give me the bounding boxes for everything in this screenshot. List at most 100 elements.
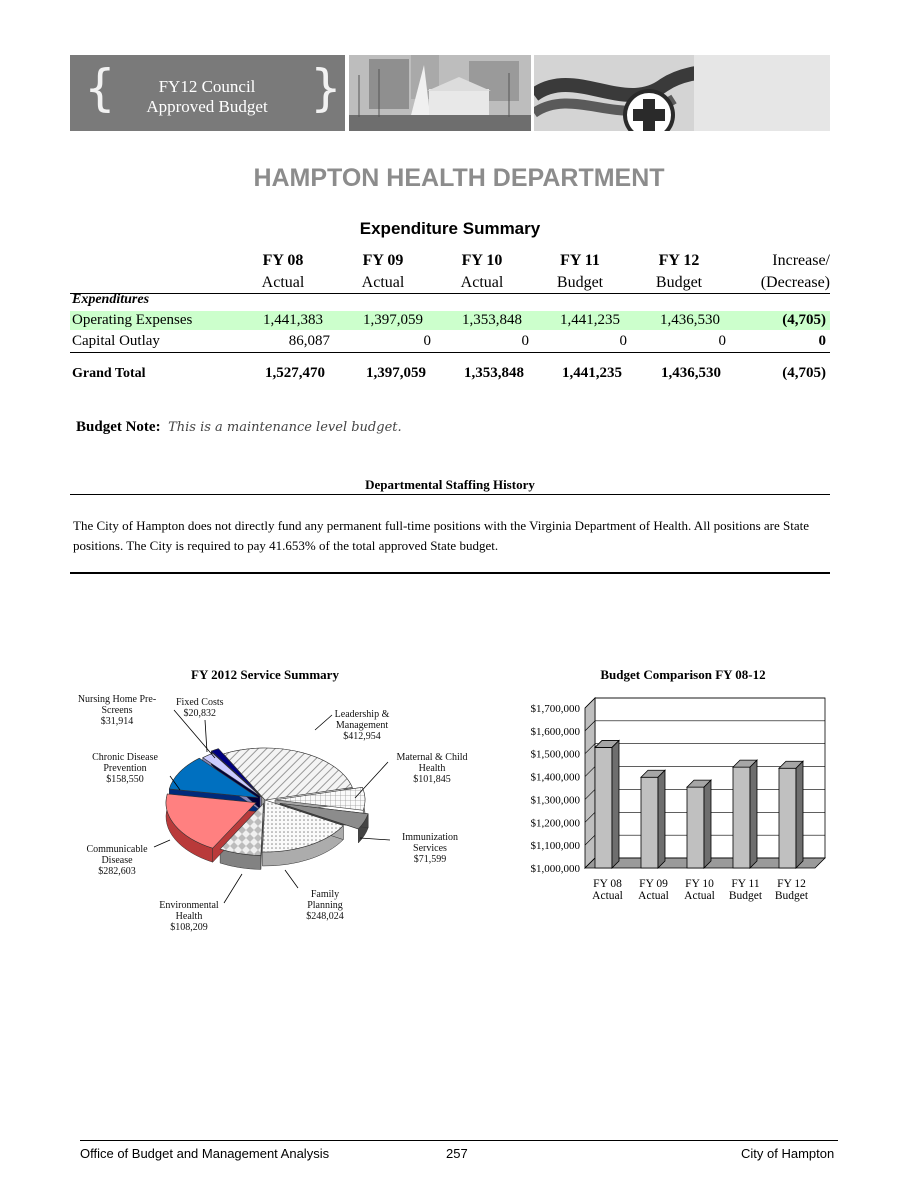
pie-label-value: $248,024 bbox=[306, 911, 344, 922]
y-tick-label: $1,100,000 bbox=[531, 840, 581, 852]
col-header-fy08: FY 08 Actual bbox=[238, 250, 328, 294]
pie-label-text: Maternal & Child Health bbox=[396, 752, 468, 774]
x-tick-label-line1: FY 09 bbox=[639, 878, 668, 890]
pie-slice bbox=[168, 757, 259, 798]
gridline bbox=[584, 697, 825, 709]
operating-expenses-label: Operating Expenses bbox=[72, 312, 193, 328]
y-tick-label: $1,700,000 bbox=[531, 703, 581, 715]
pie-leader-line bbox=[223, 873, 243, 904]
budget-comparison-bar-chart: $1,000,000 $1,100,000 $1,200,000 $1,300,000… bbox=[531, 697, 826, 902]
pie-label-text: Immunization Services bbox=[401, 832, 459, 854]
x-tick-label-line2: Actual bbox=[684, 890, 715, 902]
bar-side bbox=[703, 779, 712, 869]
pie-slice bbox=[210, 748, 261, 796]
left-brace-icon: { bbox=[84, 59, 116, 117]
table-cell: 86,087 bbox=[288, 333, 330, 349]
table-cell: 1,441,235 bbox=[562, 365, 622, 381]
pie-label-value: $158,550 bbox=[106, 774, 144, 785]
banner-title-line2: Approved Budget bbox=[146, 97, 268, 116]
table-cell: 1,436,530 bbox=[661, 365, 721, 381]
table-cell: 1,527,470 bbox=[265, 365, 325, 381]
pie-label-text: Communicable Disease bbox=[86, 844, 148, 866]
banner-title: FY12 Council Approved Budget bbox=[132, 77, 282, 117]
pie-slice bbox=[202, 752, 262, 798]
pie-slice bbox=[274, 786, 366, 811]
table-cell: 1,397,059 bbox=[366, 365, 426, 381]
table-cell: (4,705) bbox=[782, 365, 826, 381]
pie-label-text: Chronic Disease Prevention bbox=[92, 752, 158, 774]
header-banner: { FY12 Council Approved Budget } bbox=[70, 55, 830, 131]
gridline bbox=[584, 743, 825, 754]
col-header-fy11: FY 11 Budget bbox=[535, 250, 625, 294]
col-header-line1: FY 11 bbox=[560, 252, 600, 269]
pie-label-value: $101,845 bbox=[413, 774, 451, 785]
footer-city: City of Hampton bbox=[741, 1146, 835, 1161]
pie-label-value: $412,954 bbox=[343, 731, 381, 742]
pie-label-value: $71,599 bbox=[413, 854, 447, 865]
operating-expenses-highlight bbox=[70, 311, 830, 330]
col-header-line2: Actual bbox=[361, 274, 405, 291]
pie-label-communicable: Communicable Disease $282,603 bbox=[82, 844, 152, 877]
x-tick-label-line1: FY 11 bbox=[731, 878, 759, 890]
pie-label-maternal: Maternal & Child Health $101,845 bbox=[396, 752, 468, 785]
y-tick-label: $1,300,000 bbox=[531, 794, 581, 806]
capital-outlay-label: Capital Outlay bbox=[72, 333, 160, 349]
table-header-rule bbox=[70, 293, 830, 294]
x-tick-label-line1: FY 12 bbox=[777, 878, 806, 890]
col-header-line2: Budget bbox=[655, 274, 703, 291]
bar-side bbox=[657, 769, 666, 869]
expenditure-summary-title: Expenditure Summary bbox=[359, 219, 541, 238]
pie-label-chronic: Chronic Disease Prevention $158,550 bbox=[82, 752, 168, 785]
pie-leader-line bbox=[314, 714, 333, 731]
x-tick-label-line2: Budget bbox=[729, 890, 763, 902]
pie-label-fixed-costs: Fixed Costs $20,832 bbox=[176, 697, 224, 719]
bar-side bbox=[795, 760, 804, 869]
y-tick-label: $1,000,000 bbox=[531, 863, 581, 875]
bar-front bbox=[594, 747, 613, 869]
col-header-fy12: FY 12 Budget bbox=[634, 250, 724, 294]
table-cell: 1,441,383 bbox=[263, 312, 323, 328]
staffing-paragraph: The City of Hampton does not directly fu… bbox=[73, 518, 809, 553]
y-tick-label: $1,200,000 bbox=[531, 817, 581, 829]
col-header-line1: FY 08 bbox=[262, 252, 304, 269]
right-brace-icon: } bbox=[310, 59, 342, 117]
col-header-change: Increase/ (Decrease) bbox=[730, 250, 830, 294]
pie-slice bbox=[219, 802, 264, 856]
pie-leader-line bbox=[153, 839, 171, 848]
col-header-fy10: FY 10 Actual bbox=[437, 250, 527, 294]
pie-label-text: Leadership & Management bbox=[334, 709, 390, 731]
department-title: HAMPTON HEALTH DEPARTMENT bbox=[253, 164, 665, 192]
pie-slice bbox=[262, 799, 344, 853]
table-total-rule bbox=[70, 352, 830, 353]
pie-leader-line bbox=[359, 837, 391, 841]
col-header-line2: Budget bbox=[556, 274, 604, 291]
col-header-line1: FY 10 bbox=[461, 252, 503, 269]
table-cell: 0 bbox=[423, 333, 432, 349]
pie-label-text: Fixed Costs bbox=[176, 697, 224, 708]
col-header-line1: FY 12 bbox=[658, 252, 700, 269]
x-tick-label-line2: Budget bbox=[775, 890, 809, 902]
pie-label-value: $31,914 bbox=[100, 716, 134, 727]
pie-label-value: $20,832 bbox=[183, 708, 217, 719]
pie-label-leadership: Leadership & Management $412,954 bbox=[322, 709, 402, 742]
pie-label-immunization: Immunization Services $71,599 bbox=[394, 832, 466, 865]
pie-label-nursing-home: Nursing Home Pre-Screens $31,914 bbox=[74, 694, 160, 727]
col-header-line1: Increase/ bbox=[772, 252, 830, 269]
table-cell: 1,353,848 bbox=[464, 365, 524, 381]
bar-side bbox=[749, 759, 758, 869]
table-cell: 0 bbox=[521, 333, 530, 349]
pie-slice bbox=[279, 803, 369, 830]
service-summary-pie-chart bbox=[153, 709, 391, 904]
pie-label-value: $108,209 bbox=[170, 922, 208, 933]
expenditures-group-label: Expenditures bbox=[72, 292, 150, 307]
banner-title-line1: FY12 Council bbox=[158, 77, 256, 96]
col-header-fy09: FY 09 Actual bbox=[338, 250, 428, 294]
pie-leader-line bbox=[169, 775, 181, 791]
bar-front bbox=[732, 766, 751, 869]
y-tick-label: $1,400,000 bbox=[531, 772, 581, 784]
page-number: 257 bbox=[446, 1146, 468, 1161]
table-cell: 1,436,530 bbox=[660, 312, 720, 328]
plot-side-wall bbox=[584, 697, 596, 869]
table-cell: 0 bbox=[818, 333, 827, 349]
pie-label-text: Nursing Home Pre-Screens bbox=[77, 694, 157, 716]
